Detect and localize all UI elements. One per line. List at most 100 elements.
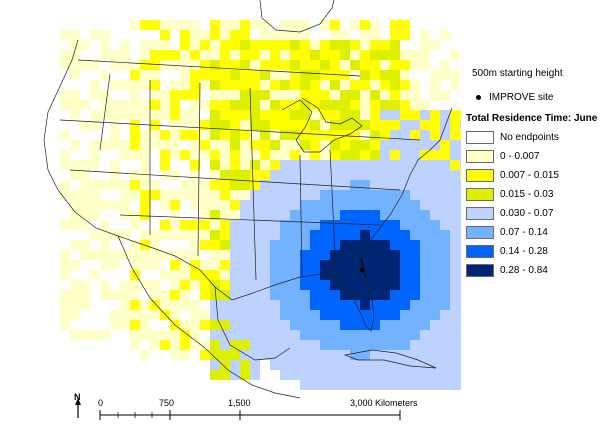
- residence-cell: [300, 70, 310, 80]
- residence-cell: [350, 100, 360, 110]
- residence-cell: [130, 90, 140, 100]
- residence-cell: [230, 280, 240, 290]
- residence-cell: [370, 90, 380, 100]
- residence-cell: [230, 130, 240, 140]
- residence-cell: [230, 250, 240, 260]
- residence-cell: [210, 260, 220, 270]
- residence-cell: [440, 320, 450, 330]
- residence-cell: [160, 340, 170, 350]
- residence-cell: [360, 170, 370, 180]
- residence-cell: [450, 140, 460, 150]
- residence-cell: [180, 220, 190, 230]
- residence-cell: [130, 180, 140, 190]
- residence-cell: [210, 250, 220, 260]
- map-panel[interactable]: [0, 0, 461, 427]
- residence-cell: [220, 100, 230, 110]
- residence-cell: [390, 330, 400, 340]
- residence-cell: [390, 250, 400, 260]
- residence-cell: [210, 200, 220, 210]
- residence-cell: [80, 330, 90, 340]
- residence-cell: [340, 360, 350, 370]
- residence-cell: [280, 270, 290, 280]
- residence-cell: [190, 90, 200, 100]
- residence-cell: [350, 270, 360, 280]
- improve-site-marker[interactable]: [359, 257, 367, 279]
- residence-cell: [170, 20, 180, 30]
- residence-cell: [140, 320, 150, 330]
- residence-cell: [340, 190, 350, 200]
- residence-cell: [440, 380, 450, 390]
- residence-cell: [460, 300, 461, 310]
- residence-cell: [350, 110, 360, 120]
- residence-cell: [290, 70, 300, 80]
- residence-cell: [190, 180, 200, 190]
- residence-cell: [440, 370, 450, 380]
- residence-cell: [360, 250, 370, 260]
- residence-cell: [170, 140, 180, 150]
- residence-cell: [300, 380, 310, 390]
- residence-cell: [190, 300, 200, 310]
- residence-cell: [450, 80, 460, 90]
- residence-cell: [260, 170, 270, 180]
- residence-cell: [170, 250, 180, 260]
- residence-cell: [200, 310, 210, 320]
- residence-cell: [410, 270, 420, 280]
- residence-cell: [270, 170, 280, 180]
- residence-cell: [320, 40, 330, 50]
- residence-cell: [410, 120, 420, 130]
- residence-cell: [410, 280, 420, 290]
- residence-cell: [150, 80, 160, 90]
- residence-cell: [340, 40, 350, 50]
- residence-cell: [300, 330, 310, 340]
- residence-cell: [100, 230, 110, 240]
- residence-cell: [400, 350, 410, 360]
- residence-cell: [410, 220, 420, 230]
- residence-cell: [360, 40, 370, 50]
- residence-cell: [330, 340, 340, 350]
- residence-cell: [390, 350, 400, 360]
- residence-cell: [240, 310, 250, 320]
- residence-cell: [260, 240, 270, 250]
- residence-cell: [220, 360, 230, 370]
- residence-cell: [200, 240, 210, 250]
- residence-cell: [280, 100, 290, 110]
- residence-cell: [240, 130, 250, 140]
- residence-cell: [330, 210, 340, 220]
- residence-cell: [350, 340, 360, 350]
- residence-cell: [250, 210, 260, 220]
- residence-cell: [440, 30, 450, 40]
- residence-cell: [240, 210, 250, 220]
- residence-cell: [310, 190, 320, 200]
- residence-cell: [260, 50, 270, 60]
- residence-cell: [310, 280, 320, 290]
- residence-cell: [160, 30, 170, 40]
- residence-cell: [110, 260, 120, 270]
- residence-cell: [80, 190, 90, 200]
- residence-cell: [180, 40, 190, 50]
- residence-cell: [260, 80, 270, 90]
- residence-cell: [290, 160, 300, 170]
- residence-cell: [370, 360, 380, 370]
- residence-cell: [100, 240, 110, 250]
- residence-cell: [190, 50, 200, 60]
- residence-cell: [70, 160, 80, 170]
- residence-cell: [400, 240, 410, 250]
- residence-cell: [110, 80, 120, 90]
- residence-cell: [390, 300, 400, 310]
- residence-cell: [220, 140, 230, 150]
- residence-cell: [190, 200, 200, 210]
- residence-cell: [90, 210, 100, 220]
- residence-cell: [420, 40, 430, 50]
- residence-cell: [390, 340, 400, 350]
- residence-cell: [390, 310, 400, 320]
- residence-cell: [370, 70, 380, 80]
- residence-cell: [270, 50, 280, 60]
- residence-cell: [400, 50, 410, 60]
- residence-cell: [250, 160, 260, 170]
- residence-cell: [460, 170, 461, 180]
- residence-cell: [260, 100, 270, 110]
- residence-cell: [350, 130, 360, 140]
- residence-cell: [270, 100, 280, 110]
- residence-cell: [90, 200, 100, 210]
- residence-cell: [400, 300, 410, 310]
